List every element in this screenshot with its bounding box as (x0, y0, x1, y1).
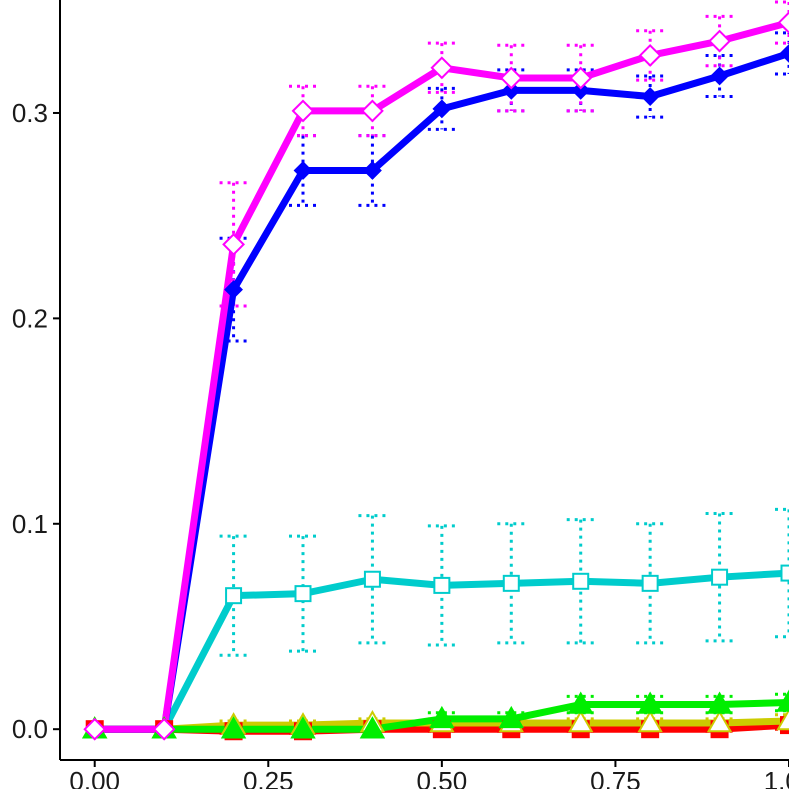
data-point (501, 80, 521, 100)
data-point (433, 576, 451, 594)
y-tick-label: 0.1 (12, 509, 48, 539)
data-point (502, 574, 520, 592)
data-point (363, 570, 381, 588)
y-tick-label: 0.3 (12, 98, 48, 128)
data-point (222, 233, 245, 256)
data-point (777, 11, 789, 35)
data-point (429, 705, 455, 729)
data-point (567, 691, 594, 714)
x-axis: 0.00 0.25 0.50 0.75 1.00 (60, 759, 789, 789)
x-tick-label: 0.25 (243, 766, 294, 789)
y-tick-label: 0.0 (12, 714, 48, 744)
data-point (220, 716, 247, 739)
data-point (499, 66, 523, 90)
data-point (780, 564, 789, 582)
data-point (637, 710, 663, 733)
data-point (294, 585, 312, 603)
data-point (571, 80, 591, 100)
data-point (641, 574, 659, 592)
data-point (432, 99, 452, 119)
x-tick-label: 1.00 (764, 766, 789, 789)
data-point (291, 99, 315, 123)
y-axis: 0.0 0.1 0.2 0.3 (12, 0, 61, 760)
x-tick-label: 0.00 (69, 766, 120, 789)
data-point (225, 587, 243, 605)
y-tick-label: 0.2 (12, 303, 48, 333)
data-point (567, 710, 594, 733)
data-point (706, 691, 733, 714)
data-point (430, 56, 454, 80)
series-line (94, 50, 789, 733)
data-point (293, 161, 313, 180)
data-point (572, 572, 590, 590)
data-point (640, 87, 660, 106)
data-point (776, 707, 789, 731)
x-tick-label: 0.50 (417, 766, 468, 789)
data-point (710, 66, 729, 86)
plot-area (81, 0, 789, 741)
data-point (224, 280, 243, 300)
data-point (83, 717, 107, 741)
data-point (638, 44, 662, 67)
data-point (779, 43, 789, 63)
data-point (498, 705, 525, 729)
data-point (290, 716, 316, 739)
data-point (708, 29, 731, 53)
data-point (359, 716, 386, 739)
data-point (637, 691, 663, 714)
data-point (152, 717, 176, 741)
data-point (361, 99, 384, 123)
data-point (706, 710, 733, 733)
data-point (569, 66, 593, 90)
data-point (363, 161, 382, 180)
data-point (711, 568, 729, 586)
x-tick-label: 0.75 (590, 766, 641, 789)
data-point (776, 689, 789, 712)
